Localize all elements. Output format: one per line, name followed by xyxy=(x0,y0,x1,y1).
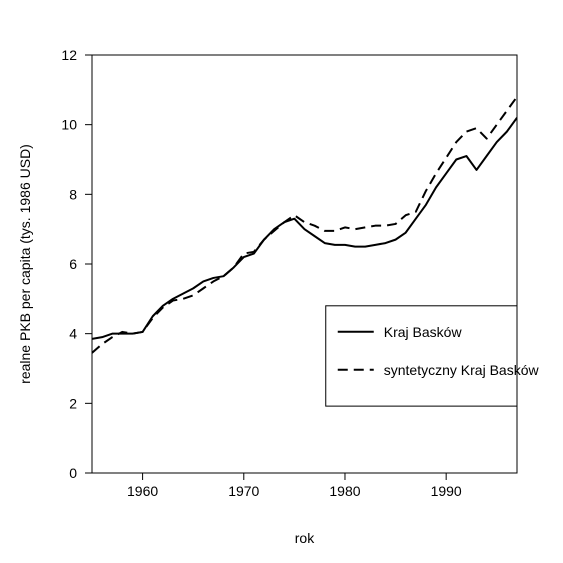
legend-label-1: syntetyczny Kraj Basków xyxy=(384,362,540,378)
x-tick-label: 1990 xyxy=(431,483,462,499)
chart-background xyxy=(0,0,563,563)
line-chart: 1960 1970 1980 1990 0 2 4 6 8 10 12 rok realne PKB p… xyxy=(0,0,563,563)
x-axis-title: rok xyxy=(295,530,315,546)
legend-box xyxy=(326,306,517,406)
y-tick-label: 4 xyxy=(69,326,77,342)
y-tick-label: 2 xyxy=(69,395,77,411)
chart-container: 1960 1970 1980 1990 0 2 4 6 8 10 12 rok realne PKB p… xyxy=(0,0,563,563)
y-tick-label: 12 xyxy=(61,47,77,63)
y-axis-title: realne PKB per capita (tys. 1986 USD) xyxy=(17,144,33,384)
y-tick-label: 8 xyxy=(69,186,77,202)
y-tick-label: 10 xyxy=(61,117,77,133)
y-tick-label: 0 xyxy=(69,465,77,481)
x-tick-label: 1980 xyxy=(329,483,360,499)
legend-label-0: Kraj Basków xyxy=(384,324,463,340)
x-tick-label: 1960 xyxy=(127,483,158,499)
y-tick-label: 6 xyxy=(69,256,77,272)
x-tick-label: 1970 xyxy=(228,483,259,499)
